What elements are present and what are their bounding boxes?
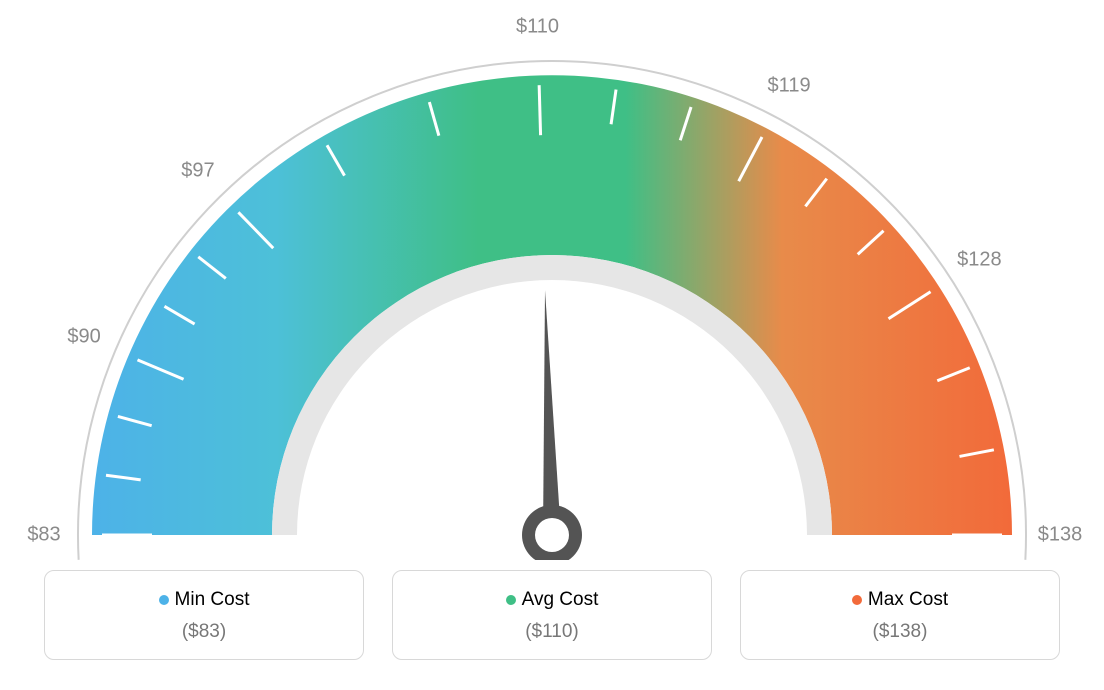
legend-dot-min	[159, 595, 169, 605]
legend-value-min: ($83)	[55, 621, 353, 643]
legend-title-max: Max Cost	[852, 589, 948, 611]
gauge-tick-label: $110	[516, 16, 559, 39]
legend-value-avg: ($110)	[403, 621, 701, 643]
legend-dot-max	[852, 595, 862, 605]
gauge-tick-label: $138	[1038, 524, 1083, 547]
legend-label-max: Max Cost	[868, 589, 948, 611]
legend-card-max: Max Cost ($138)	[740, 570, 1060, 660]
gauge-tick-label: $90	[67, 326, 100, 349]
gauge-tick-label: $83	[27, 524, 60, 547]
legend-card-min: Min Cost ($83)	[44, 570, 364, 660]
gauge-svg	[0, 0, 1104, 560]
legend-dot-avg	[506, 595, 516, 605]
legend-title-avg: Avg Cost	[506, 589, 599, 611]
legend-card-avg: Avg Cost ($110)	[392, 570, 712, 660]
gauge-tick-label: $119	[768, 74, 811, 97]
gauge-tick-label: $128	[957, 249, 1002, 272]
legend-title-min: Min Cost	[159, 589, 250, 611]
legend-value-max: ($138)	[751, 621, 1049, 643]
legend: Min Cost ($83) Avg Cost ($110) Max Cost …	[0, 570, 1104, 660]
legend-label-avg: Avg Cost	[522, 589, 599, 611]
cost-gauge: $83 $90 $97 $110 $119 $128 $138	[0, 0, 1104, 560]
gauge-tick-label: $97	[181, 159, 214, 182]
legend-label-min: Min Cost	[175, 589, 250, 611]
